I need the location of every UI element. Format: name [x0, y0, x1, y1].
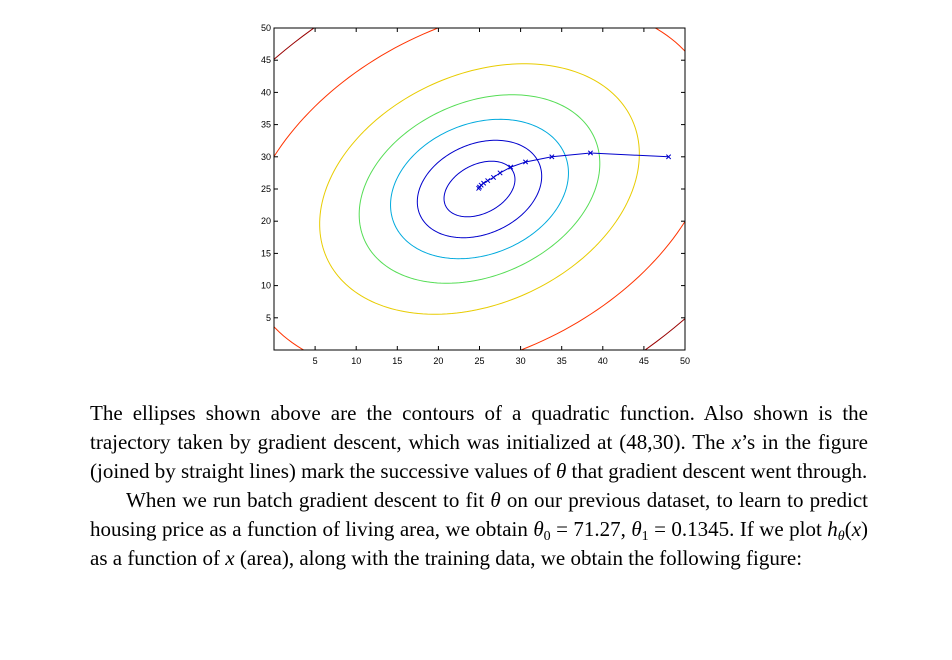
x-tick-label-15: 15 — [392, 356, 402, 366]
y-tick-label-30: 30 — [261, 152, 271, 162]
y-tick-label-20: 20 — [261, 216, 271, 226]
paragraph-contours: The ellipses shown above are the contour… — [90, 399, 868, 486]
contour-ellipse-1 — [443, 160, 516, 218]
contour-lines — [274, 28, 685, 350]
y-tick-label-15: 15 — [261, 248, 271, 258]
x-tick-label-20: 20 — [433, 356, 443, 366]
trajectory-point-12 — [476, 185, 482, 191]
p2-sub-1: 1 — [641, 529, 649, 544]
p2-text-7: (area), along with the training data, we… — [234, 546, 803, 570]
p1-math-theta: θ — [555, 459, 567, 483]
body-text: The ellipses shown above are the contour… — [90, 399, 868, 573]
p1-text-3: that gradient descent went through. — [566, 459, 868, 483]
p2-text-2: on our previous dataset, to learn to pre… — [90, 488, 868, 541]
p2-text-1: When we run batch gradient descent to fi… — [126, 488, 491, 512]
trajectory-point-2 — [587, 150, 594, 156]
gradient-descent-trajectory — [476, 150, 672, 191]
paragraph-batch-gd: When we run batch gradient descent to fi… — [90, 486, 868, 573]
contour-ellipse-2 — [416, 139, 543, 239]
p2-sub-theta: θ — [837, 529, 845, 544]
p1-math-x: x — [731, 430, 742, 454]
y-tick-label-25: 25 — [261, 184, 271, 194]
y-tick-label-35: 35 — [261, 120, 271, 130]
trajectory-point-5 — [508, 164, 514, 170]
p1-text-1: The ellipses shown above are the contour… — [90, 401, 868, 454]
x-tick-label-35: 35 — [557, 356, 567, 366]
trajectory-point-1 — [666, 154, 672, 160]
contour-ellipse-3 — [390, 118, 569, 260]
p1-text-2: ’s in the figure (joined by straight lin… — [90, 430, 869, 483]
p2-text-4: = 0.1345. If we plot — [648, 517, 828, 541]
x-tick-label-5: 5 — [313, 356, 318, 366]
p2-math-theta1: θ — [631, 517, 642, 541]
p2-math-x: x — [851, 517, 862, 541]
contour-ellipse-7 — [274, 28, 685, 350]
axes: 5 10 15 20 25 30 35 40 45 50 5 10 15 20 25 30 35 40 45 50 — [261, 23, 690, 366]
p2-text-6: ) as a function of — [90, 517, 869, 570]
contour-ellipse-6 — [274, 28, 685, 350]
p2-math-h: h — [827, 517, 838, 541]
y-tick-label-5: 5 — [266, 313, 271, 323]
trajectory-point-7 — [490, 174, 497, 180]
trajectory-point-4 — [522, 159, 529, 165]
p2-math-theta: θ — [490, 488, 501, 512]
x-tick-label-40: 40 — [598, 356, 608, 366]
x-tick-label-45: 45 — [639, 356, 649, 366]
trajectory-point-8 — [485, 178, 491, 184]
y-tick-label-45: 45 — [261, 55, 271, 65]
trajectory-point-6 — [497, 170, 503, 176]
x-tick-label-30: 30 — [516, 356, 526, 366]
p2-text-3: = 71.27, — [550, 517, 632, 541]
y-tick-label-10: 10 — [261, 281, 271, 291]
x-tick-label-10: 10 — [351, 356, 361, 366]
contour-ellipse-4 — [358, 94, 601, 284]
y-tick-label-40: 40 — [261, 87, 271, 97]
p2-math-x2: x — [225, 546, 235, 570]
trajectory-point-3 — [549, 154, 555, 160]
x-tick-label-50: 50 — [680, 356, 690, 366]
contour-figure: 5 10 15 20 25 30 35 40 45 50 5 10 15 20 25 30 35 40 45 50 — [261, 23, 690, 366]
trajectory-line — [478, 152, 669, 189]
p2-math-theta0: θ — [533, 517, 544, 541]
x-tick-label-25: 25 — [474, 356, 484, 366]
contour-ellipse-5 — [319, 63, 640, 315]
p2-text-5: ( — [844, 517, 852, 541]
p2-sub-0: 0 — [543, 529, 551, 544]
y-tick-label-50: 50 — [261, 23, 271, 33]
